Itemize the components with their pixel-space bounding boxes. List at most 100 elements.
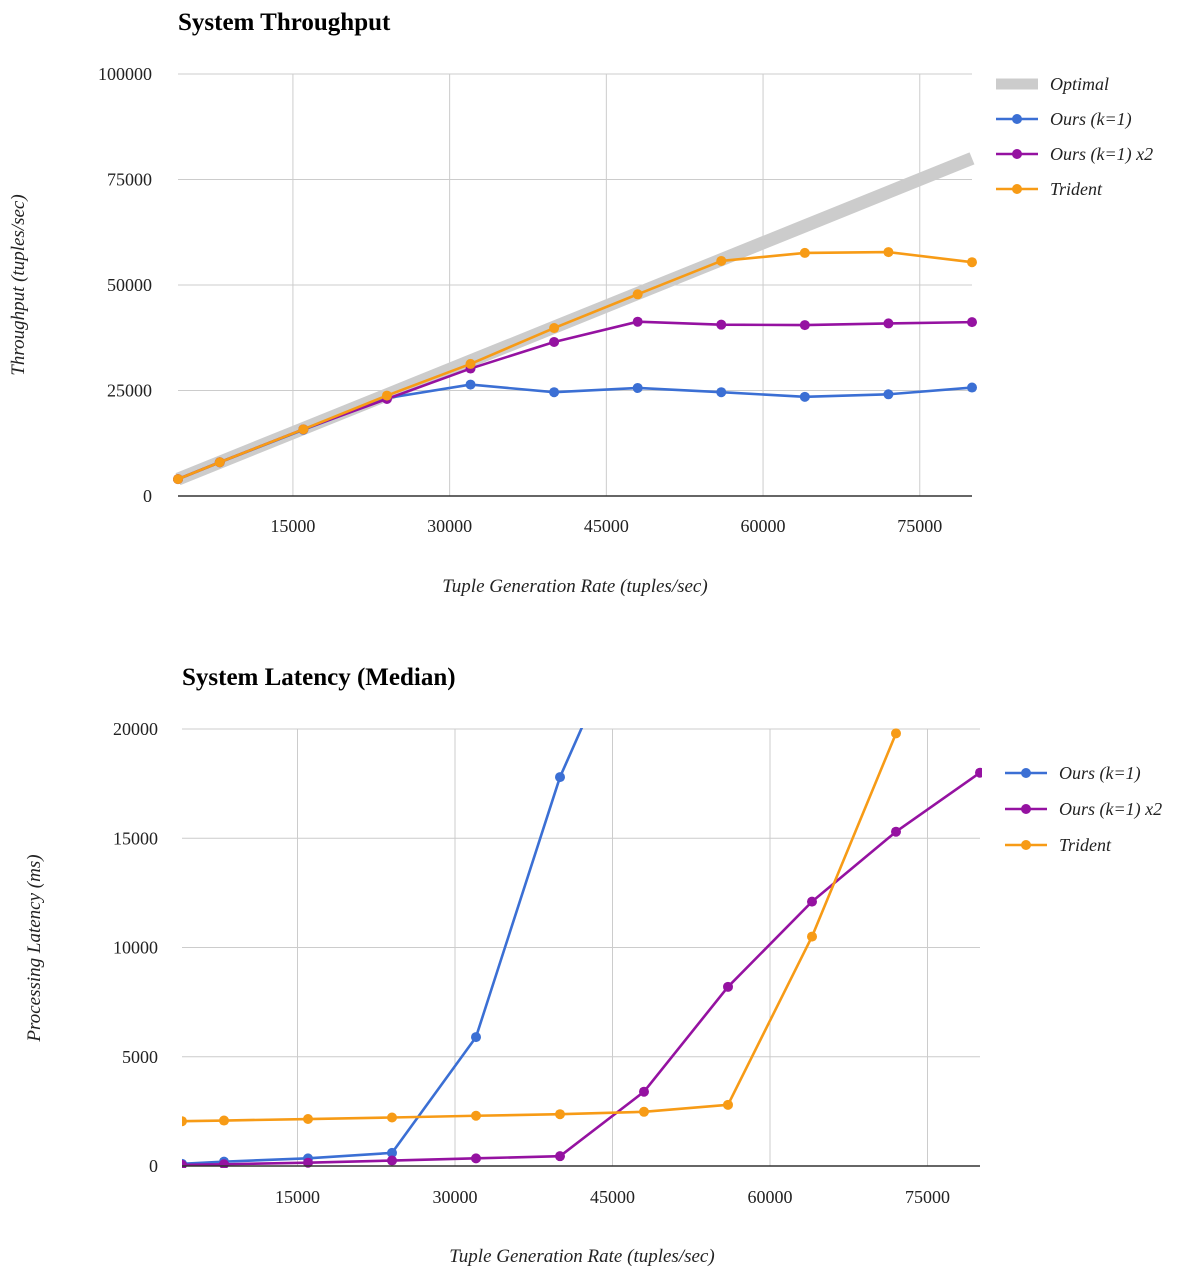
throughput-y-axis-label: Throughput (tuples/sec): [8, 194, 29, 375]
latency-legend-marker: [1021, 840, 1031, 850]
latency-series-ours-k-1-point: [555, 772, 565, 783]
latency-series-ours-k-1-x2-point: [639, 1086, 649, 1097]
latency-series-ours-k-1-x2-point: [975, 767, 982, 778]
latency-series-trident-point: [807, 931, 817, 942]
throughput-series-ours-k-1-point: [883, 389, 894, 400]
throughput-x-axis-label: Tuple Generation Rate (tuples/sec): [442, 576, 707, 597]
throughput-series-trident-point: [465, 358, 476, 369]
throughput-series-ours-k-1-point: [465, 379, 476, 390]
throughput-chart: System Throughput 0 25000 50000 75000 100000…: [8, 9, 1153, 597]
latency-x-axis-label: Tuple Generation Rate (tuples/sec): [449, 1246, 714, 1267]
throughput-y-tick-label: 0: [143, 486, 152, 506]
latency-series-ours-k-1-x2-point: [182, 1159, 187, 1168]
latency-series-trident-point: [891, 728, 901, 739]
throughput-legend-item-trident: Trident: [996, 179, 1103, 199]
throughput-legend-label: Ours (k=1): [1050, 109, 1132, 130]
throughput-legend-label: Optimal: [1050, 74, 1109, 94]
throughput-series-trident-point: [214, 457, 225, 468]
throughput-x-tick-label: 30000: [427, 516, 472, 536]
throughput-x-ticks: 15000 30000 45000 60000 75000: [270, 516, 942, 536]
throughput-y-ticks: 0 25000 50000 75000 100000: [98, 64, 152, 506]
throughput-series-ours-k-1-x2-point: [549, 336, 560, 347]
latency-series-ours-k-1-x2-point: [219, 1159, 229, 1168]
throughput-x-tick-label: 15000: [270, 516, 315, 536]
latency-x-tick-label: 30000: [433, 1187, 478, 1207]
throughput-series-trident-point: [298, 424, 309, 435]
throughput-gridlines: [178, 73, 972, 496]
throughput-series-ours-k-1-x2-point: [716, 319, 727, 330]
latency-legend-item-ours-k-1: Ours (k=1): [1005, 763, 1141, 784]
latency-series-trident-point: [219, 1115, 229, 1126]
latency-series-trident-line: [182, 732, 898, 1123]
latency-gridlines: [182, 728, 980, 1166]
latency-y-axis-label: Processing Latency (ms): [24, 854, 45, 1042]
latency-x-tick-label: 75000: [905, 1187, 950, 1207]
throughput-series-ours-k-1-point: [549, 387, 560, 398]
latency-y-tick-label: 0: [149, 1156, 158, 1176]
throughput-legend-item-ours-k-1-x2: Ours (k=1) x2: [996, 144, 1153, 165]
throughput-x-tick-label: 60000: [741, 516, 786, 536]
throughput-series-ours-k-1-point: [799, 391, 810, 402]
throughput-series-trident-point: [632, 289, 643, 300]
latency-chart-title: System Latency (Median): [182, 664, 456, 691]
latency-legend-item-trident: Trident: [1005, 835, 1112, 855]
latency-legend: Ours (k=1) Ours (k=1) x2 Trident: [1005, 763, 1162, 855]
latency-y-tick-label: 5000: [122, 1047, 158, 1067]
throughput-chart-title: System Throughput: [178, 9, 391, 36]
latency-series-ours-k-1-x2-point: [387, 1155, 397, 1166]
latency-y-tick-label: 15000: [113, 828, 158, 848]
throughput-series-trident-point: [549, 323, 560, 334]
throughput-series-ours-k-1-point: [716, 387, 727, 398]
latency-chart: System Latency (Median) 0 5000 10000 15000 2…: [24, 664, 1162, 1267]
throughput-legend-label: Ours (k=1) x2: [1050, 144, 1153, 165]
latency-series-ours-k-1-x2-point: [303, 1157, 313, 1168]
latency-legend-marker: [1021, 804, 1031, 814]
throughput-legend-marker: [1012, 114, 1022, 124]
latency-series-trident-point: [471, 1110, 481, 1121]
throughput-series-ours-k-1-x2: [173, 316, 977, 485]
throughput-series: [173, 152, 977, 486]
latency-series-ours-k-1-x2-point: [471, 1153, 481, 1164]
latency-y-tick-label: 10000: [113, 938, 158, 958]
latency-series: [182, 728, 982, 1168]
throughput-legend-item-optimal: Optimal: [996, 74, 1109, 94]
throughput-y-tick-label: 25000: [107, 381, 152, 401]
throughput-series-ours-k-1-x2-line: [176, 320, 974, 481]
latency-series-ours-k-1-x2-line: [182, 771, 982, 1167]
latency-series-ours-k-1-point: [471, 1032, 481, 1043]
latency-y-ticks: 0 5000 10000 15000 20000: [113, 719, 158, 1176]
latency-legend-label: Ours (k=1): [1059, 763, 1141, 784]
latency-x-tick-label: 60000: [748, 1187, 793, 1207]
latency-series-trident-point: [182, 1116, 187, 1127]
throughput-y-tick-label: 75000: [107, 170, 152, 190]
latency-series-ours-k-1-x2-point: [723, 981, 733, 992]
latency-series-ours-k-1-point: [387, 1147, 397, 1158]
throughput-series-trident: [173, 247, 977, 485]
throughput-y-tick-label: 50000: [107, 275, 152, 295]
throughput-series-trident-point: [967, 257, 977, 268]
latency-series-trident-point: [639, 1106, 649, 1117]
latency-series-ours-k-1-x2-point: [891, 826, 901, 837]
latency-legend-item-ours-k-1-x2: Ours (k=1) x2: [1005, 799, 1162, 820]
throughput-series-trident-point: [883, 247, 894, 258]
latency-series-ours-k-1-x2: [182, 767, 982, 1168]
throughput-series-trident-point: [173, 474, 183, 485]
latency-series-trident-point: [723, 1099, 733, 1110]
throughput-legend-item-ours-k-1: Ours (k=1): [996, 109, 1132, 130]
latency-series-trident-point: [387, 1112, 397, 1123]
latency-series-ours-k-1-x2-point: [555, 1151, 565, 1162]
throughput-series-ours-k-1-x2-point: [799, 320, 810, 331]
throughput-series-ours-k-1-point: [632, 382, 643, 393]
throughput-series-ours-k-1-x2-point: [632, 316, 643, 327]
throughput-legend-label: Trident: [1050, 179, 1103, 199]
latency-legend-label: Trident: [1059, 835, 1112, 855]
throughput-legend: Optimal Ours (k=1) Ours (k=1) x2 Trident: [996, 74, 1153, 199]
throughput-series-trident-point: [381, 390, 392, 401]
latency-series-trident: [182, 728, 901, 1127]
throughput-series-trident-line: [176, 250, 974, 481]
latency-x-tick-label: 15000: [275, 1187, 320, 1207]
latency-x-ticks: 15000 30000 45000 60000 75000: [275, 1187, 950, 1207]
throughput-x-tick-label: 75000: [897, 516, 942, 536]
throughput-legend-marker: [1012, 149, 1022, 159]
latency-legend-label: Ours (k=1) x2: [1059, 799, 1162, 820]
